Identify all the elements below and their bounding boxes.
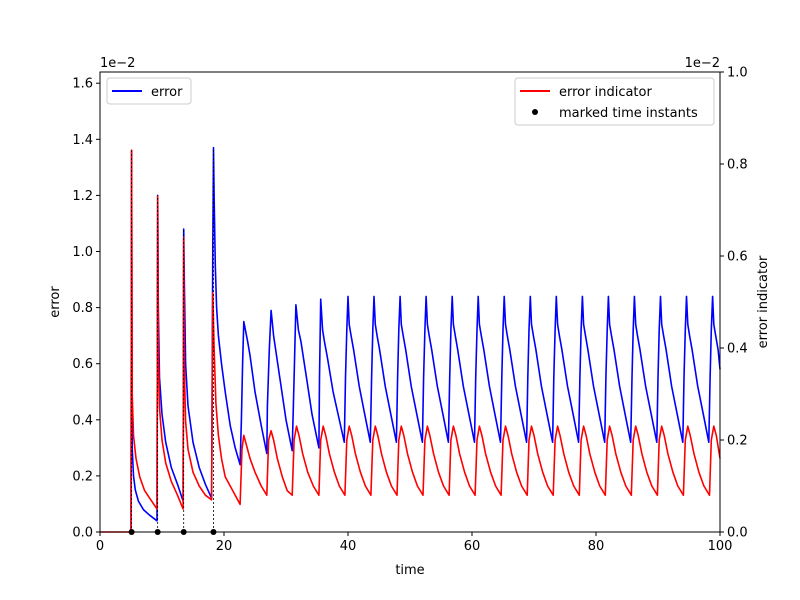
y-right-tick-label: 0.2: [727, 434, 748, 449]
scale-note-left: 1e−2: [100, 56, 135, 71]
x-tick-label: 100: [708, 539, 733, 554]
y-left-tick-label: 1.0: [72, 245, 93, 260]
y-axis-label-right: error indicator: [756, 255, 771, 348]
y-axis-right: 0.0 0.2 0.4 0.6 0.8 1.0: [720, 66, 748, 541]
y-axis-label-left: error: [48, 286, 63, 318]
legend-indicator-label: error indicator: [559, 85, 652, 100]
y-left-tick-label: 0.2: [72, 469, 93, 484]
legend-error-label: error: [151, 85, 183, 100]
legend-indicator: error indicator marked time instants: [514, 77, 715, 126]
legend-error-box: [106, 77, 192, 105]
legend-marker-label: marked time instants: [559, 106, 698, 121]
x-axis-label: time: [395, 563, 424, 578]
y-right-tick-label: 0.4: [727, 342, 748, 357]
y-left-tick-label: 0.8: [72, 301, 93, 316]
x-tick-label: 40: [340, 539, 357, 554]
y-right-tick-label: 0.8: [727, 158, 748, 173]
y-right-tick-label: 0.0: [727, 526, 748, 541]
series-layer: [100, 146, 721, 533]
y-left-tick-label: 0.0: [72, 526, 93, 541]
y-left-tick-label: 1.4: [72, 133, 93, 148]
legend-marker-swatch: [532, 109, 538, 115]
legend-error: error: [106, 77, 192, 105]
x-tick-label: 60: [464, 539, 481, 554]
series-line-error-indicator: [100, 149, 721, 533]
y-left-tick-label: 1.6: [72, 77, 93, 92]
legend-indicator-box: [514, 77, 715, 126]
y-left-tick-label: 0.6: [72, 357, 93, 372]
y-right-tick-label: 0.6: [727, 250, 748, 265]
y-left-tick-label: 1.2: [72, 189, 93, 204]
x-tick-label: 0: [96, 539, 104, 554]
y-left-tick-label: 0.4: [72, 413, 93, 428]
plot-frame: [99, 71, 721, 533]
y-axis-left: 0.0 0.2 0.4 0.6 0.8 1.0 1.2 1.4 1.6: [72, 77, 100, 541]
x-tick-label: 20: [216, 539, 233, 554]
scale-note-right: 1e−2: [685, 56, 720, 71]
x-axis: 0 20 40 60 80 100: [96, 532, 733, 554]
y-right-tick-label: 1.0: [727, 66, 748, 81]
x-tick-label: 80: [588, 539, 605, 554]
series-line-error: [130, 146, 721, 533]
